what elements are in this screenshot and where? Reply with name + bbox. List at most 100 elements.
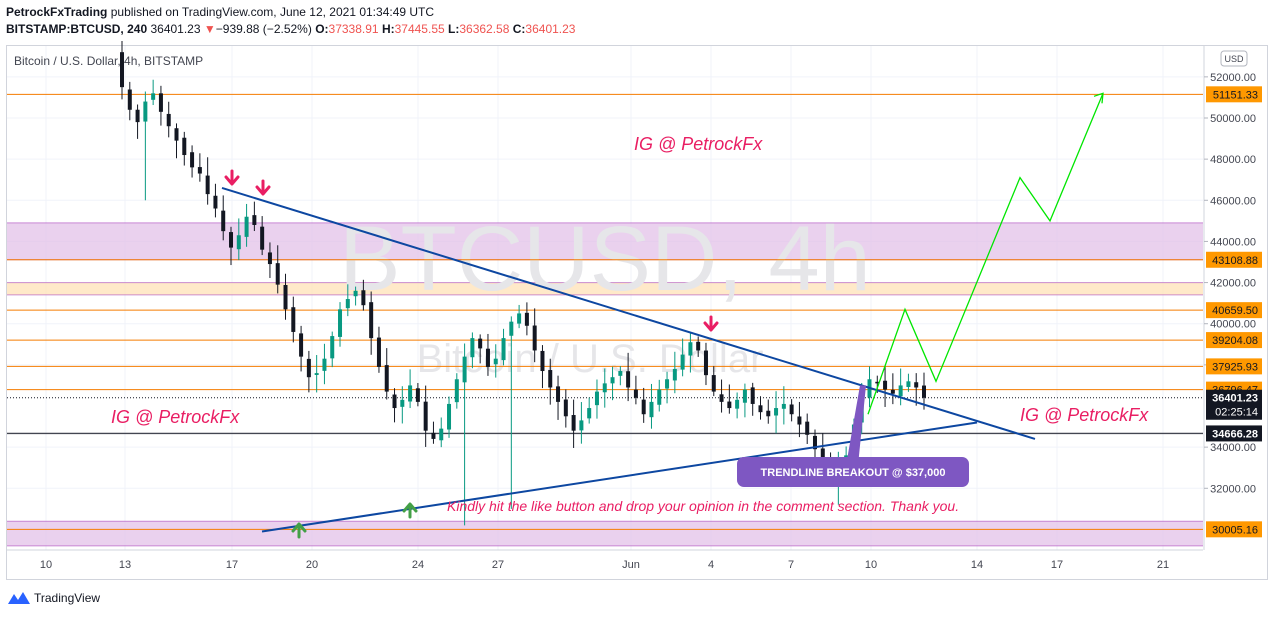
y-tick-label: 52000.00 xyxy=(1210,72,1256,84)
price-axis: USD 52000.00 50000.00 48000.00 46000.00 44000… xyxy=(1203,46,1262,550)
candle-body xyxy=(260,226,265,250)
candle-body xyxy=(361,290,366,306)
descending-trendline xyxy=(221,186,1036,440)
open-value: 37338.91 xyxy=(328,22,379,36)
candle-body xyxy=(594,391,599,406)
candle-body xyxy=(540,350,545,372)
annotation-label: IG @ PetrockFx xyxy=(111,407,240,427)
open-label: O: xyxy=(315,22,329,36)
candle-body xyxy=(696,341,701,351)
level-badge xyxy=(1206,251,1262,268)
close-label: C: xyxy=(512,22,526,36)
candle-body xyxy=(384,365,389,392)
up-arrow-icon xyxy=(402,502,418,519)
projection-path xyxy=(867,93,1104,415)
chart-frame xyxy=(6,45,1268,580)
author-name[interactable]: PetrockFxTrading xyxy=(6,5,108,19)
currency-label: USD xyxy=(1224,54,1244,64)
level-label: 43108.88 xyxy=(1212,255,1258,267)
candle-body xyxy=(462,356,467,383)
low-value: 36362.58 xyxy=(459,22,510,36)
x-tick-label: 17 xyxy=(226,559,238,571)
candle-body xyxy=(703,350,708,376)
down-arrow-icon xyxy=(224,169,240,186)
candle-body xyxy=(306,358,311,378)
candle-body xyxy=(680,354,685,370)
x-tick-label: Jun xyxy=(622,559,640,571)
candle-body xyxy=(657,389,662,405)
annotation-label: IG @ PetrockFx xyxy=(1020,405,1149,425)
tradingview-logo-icon xyxy=(8,592,30,604)
level-badge xyxy=(1206,358,1262,375)
watermark-symbol: BTCUSD, 4h xyxy=(339,208,871,310)
zone-band xyxy=(7,282,1203,295)
level-label: 40659.50 xyxy=(1212,305,1258,317)
candle-body xyxy=(447,403,452,430)
level-label: 39204.08 xyxy=(1212,335,1258,347)
candle-body xyxy=(587,408,592,419)
level-badge xyxy=(1206,332,1262,349)
candle-body xyxy=(299,333,304,357)
level-badge xyxy=(1206,86,1262,103)
candle-body xyxy=(408,385,413,402)
candle-body xyxy=(665,379,670,389)
candle-body xyxy=(400,399,405,407)
candle-body xyxy=(548,370,553,388)
candle-body xyxy=(267,252,272,265)
level-badge xyxy=(1206,521,1262,538)
candle-body xyxy=(719,394,724,402)
candle-body xyxy=(812,435,817,450)
candle-body xyxy=(735,399,740,409)
candle-body xyxy=(345,299,350,309)
candle-body xyxy=(369,302,374,339)
candle-body xyxy=(649,401,654,418)
candle-body xyxy=(190,152,195,168)
footer-brand[interactable]: TradingView xyxy=(8,591,100,605)
y-tick-label: 34000.00 xyxy=(1210,442,1256,454)
candle-body xyxy=(314,373,319,375)
symbol-label: BITSTAMP:BTCUSD, 240 xyxy=(6,22,148,36)
down-triangle-icon: ▼ xyxy=(203,22,216,36)
candle-body xyxy=(415,388,420,402)
x-tick-label: 27 xyxy=(492,559,504,571)
y-tick-label: 50000.00 xyxy=(1210,113,1256,125)
candle-body xyxy=(244,216,249,237)
x-tick-label: 13 xyxy=(119,559,131,571)
candle-body xyxy=(135,109,140,123)
candle-body xyxy=(291,307,296,332)
candle-body xyxy=(797,416,802,425)
low-label: L: xyxy=(448,22,460,36)
level-label: 37925.93 xyxy=(1212,361,1258,373)
candle-body xyxy=(213,195,218,209)
chart-title: Bitcoin / U.S. Dollar, 4h, BITSTAMP xyxy=(14,54,203,68)
candle-body xyxy=(781,403,786,409)
change-text: −939.88 (−2.52%) xyxy=(215,22,312,36)
candle-body xyxy=(376,337,381,367)
currency-badge xyxy=(1220,50,1248,67)
comment-note: Kindly hit the like button and drop your… xyxy=(447,498,959,514)
candle-body xyxy=(470,338,475,358)
countdown-label: 02:25:14 xyxy=(1215,407,1258,419)
x-tick-label: 20 xyxy=(306,559,318,571)
candle-body xyxy=(922,385,926,398)
candle-body xyxy=(353,290,358,297)
candle-body xyxy=(166,113,171,127)
candle-body xyxy=(641,399,646,415)
time-axis: 10 13 17 20 24 27 Jun 4 7 10 14 17 21 xyxy=(7,549,1203,571)
ohlc-line: BITSTAMP:BTCUSD, 240 36401.23 ▼−939.88 (… xyxy=(6,22,575,37)
candle-body xyxy=(618,371,623,376)
candle-body xyxy=(727,401,732,409)
candle-body xyxy=(127,89,132,110)
candle-body xyxy=(454,379,459,403)
candle-body xyxy=(820,448,825,464)
candle-body xyxy=(509,321,514,336)
candle-body xyxy=(750,387,755,404)
breakout-bar xyxy=(846,385,866,466)
candle-body xyxy=(688,342,693,356)
candle-body xyxy=(805,421,810,435)
candle-body xyxy=(392,394,397,409)
support-label: 34666.28 xyxy=(1212,428,1258,440)
candle-body xyxy=(758,405,763,413)
candle-body xyxy=(493,358,498,365)
